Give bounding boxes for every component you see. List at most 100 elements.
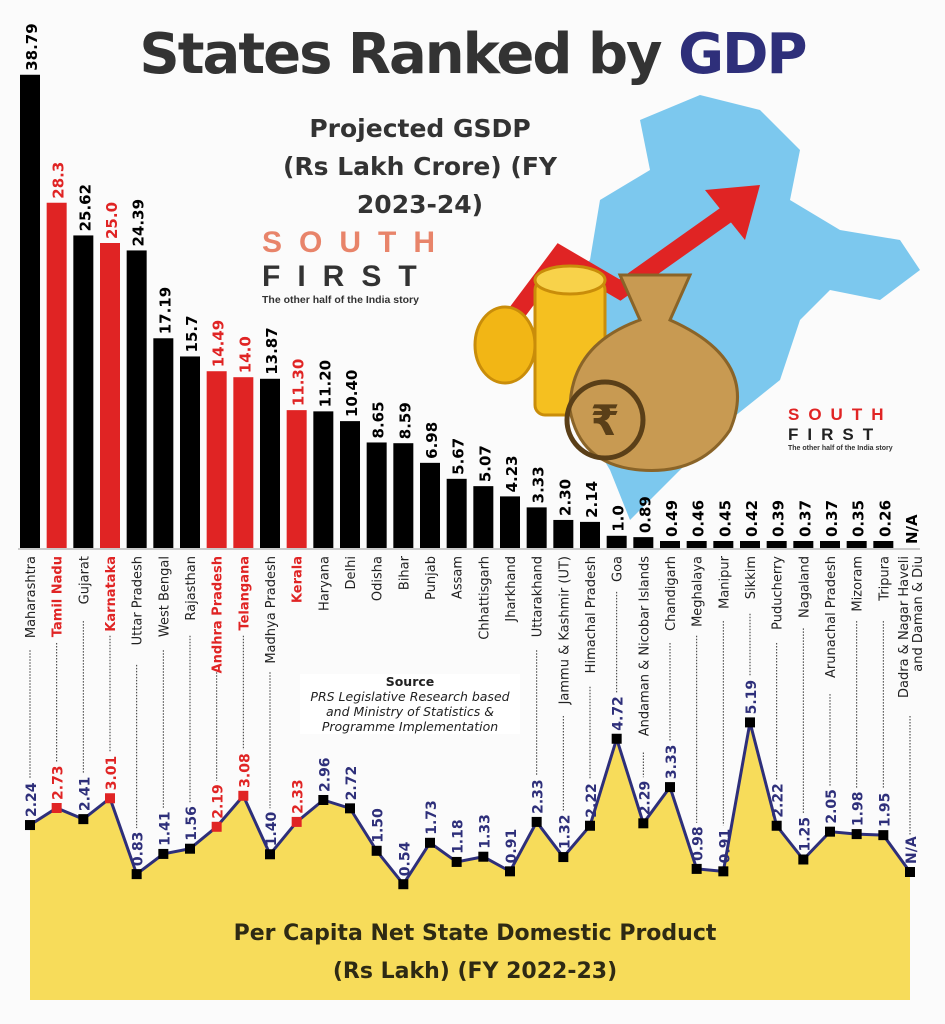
chart-subtitle: Projected GSDP (Rs Lakh Crore) (FY 2023-2… xyxy=(282,114,558,219)
per-capita-value-label: 1.40 xyxy=(264,811,280,846)
per-capita-marker xyxy=(158,848,169,859)
state-label: Punjab xyxy=(424,556,439,600)
state-label: Himachal Pradesh xyxy=(584,556,599,673)
gsdp-bar xyxy=(500,496,520,548)
money-bag-icon: ₹ xyxy=(564,273,739,472)
gsdp-bar xyxy=(286,410,307,548)
per-capita-marker xyxy=(691,863,702,874)
state-label: Tamil Nadu xyxy=(51,556,66,637)
per-capita-marker xyxy=(291,816,302,827)
gsdp-bar xyxy=(126,250,147,548)
gsdp-bar xyxy=(100,243,120,548)
per-capita-value-label: 2.22 xyxy=(771,783,787,818)
per-capita-marker xyxy=(398,879,409,890)
state-label: Karnataka xyxy=(104,556,119,632)
per-capita-value-label: 2.29 xyxy=(637,781,653,816)
per-capita-marker xyxy=(825,826,835,837)
gsdp-bar xyxy=(206,371,227,548)
state-label: Jharkhand xyxy=(504,556,519,623)
per-capita-marker xyxy=(611,733,622,744)
per-capita-value-label: 1.32 xyxy=(557,815,573,850)
per-capita-value-label: 4.72 xyxy=(611,696,627,731)
gsdp-bar xyxy=(446,478,467,548)
gsdp-bar xyxy=(713,541,734,548)
per-capita-value-label: 2.24 xyxy=(24,782,40,817)
per-capita-marker xyxy=(105,793,115,804)
gsdp-bar xyxy=(233,377,254,548)
gsdp-value-label: 14.49 xyxy=(210,320,228,367)
page-title: States Ranked by GDP xyxy=(139,22,807,87)
gsdp-value-label: 3.33 xyxy=(530,466,548,503)
gsdp-bar xyxy=(766,541,787,548)
state-label: Goa xyxy=(611,556,626,582)
per-capita-value-label: 3.08 xyxy=(237,753,253,788)
gsdp-bar xyxy=(820,541,840,548)
gsdp-value-label: 11.20 xyxy=(316,360,334,407)
gsdp-bar xyxy=(553,519,574,548)
per-capita-marker xyxy=(665,782,675,793)
per-capita-marker xyxy=(425,837,435,848)
per-capita-marker xyxy=(531,816,542,827)
per-capita-value-label: 2.22 xyxy=(584,783,600,818)
south-first-logo: SOUTH FIRST The other half of the India … xyxy=(262,226,452,306)
south-first-logo-small: SOUTH FIRST The other half of the India … xyxy=(788,405,893,452)
gsdp-value-label: 38.79 xyxy=(23,23,41,70)
state-label: Kerala xyxy=(291,556,306,603)
gsdp-value-label: 1.0 xyxy=(610,505,628,532)
gsdp-bar xyxy=(740,541,760,548)
gsdp-bar xyxy=(580,521,600,548)
per-capita-value-label: 2.72 xyxy=(344,766,360,801)
gsdp-bar xyxy=(526,507,547,548)
gsdp-bar xyxy=(846,541,867,548)
state-label: Dadra & Nagar Haveliand Daman & Diu xyxy=(897,556,926,698)
per-capita-marker xyxy=(78,814,89,825)
gsdp-value-label: 13.87 xyxy=(263,327,281,374)
state-label: Sikkim xyxy=(744,556,759,599)
gsdp-value-label: 0.89 xyxy=(636,496,654,533)
per-capita-value-label: 0.91 xyxy=(504,829,520,864)
state-label: Andhra Pradesh xyxy=(211,556,226,673)
per-capita-value-label: 1.98 xyxy=(851,792,867,827)
state-label: Assam xyxy=(451,556,466,599)
per-capita-marker xyxy=(131,869,142,880)
state-label: Uttar Pradesh xyxy=(131,556,146,645)
per-capita-value-label: 1.95 xyxy=(877,793,893,828)
gsdp-value-label: 25.0 xyxy=(103,202,121,239)
per-capita-value-label: 1.25 xyxy=(797,817,813,852)
gsdp-bar xyxy=(793,541,814,548)
gsdp-value-label: 10.40 xyxy=(343,370,361,417)
per-capita-line xyxy=(29,722,912,887)
gsdp-value-label: 4.23 xyxy=(503,455,521,492)
svg-text:₹: ₹ xyxy=(590,396,619,445)
state-label: Jammu & Kashmir (UT) xyxy=(557,556,572,705)
gsdp-value-label: 8.65 xyxy=(370,401,388,438)
state-label: Meghalaya xyxy=(691,556,706,627)
gsdp-value-label: N/A xyxy=(903,514,921,544)
state-label: Madhya Pradesh xyxy=(264,556,279,664)
gsdp-bar xyxy=(873,541,894,548)
gsdp-value-label: 0.45 xyxy=(716,500,734,537)
state-label: Nagaland xyxy=(797,556,812,618)
per-capita-value-label: 0.91 xyxy=(717,829,733,864)
per-capita-title: Per Capita Net State Domestic Product (Rs… xyxy=(233,921,717,984)
per-capita-value-label: N/A xyxy=(904,836,920,864)
per-capita-marker xyxy=(798,854,809,865)
state-label: Bihar xyxy=(397,555,412,590)
gsdp-value-label: 0.42 xyxy=(743,500,761,537)
gsdp-value-label: 2.14 xyxy=(583,481,601,518)
state-label: Delhi xyxy=(344,556,359,589)
per-capita-marker xyxy=(451,856,462,867)
gsdp-value-label: 0.46 xyxy=(690,500,708,537)
gsdp-bar xyxy=(260,378,280,548)
gsdp-bar xyxy=(73,235,94,548)
gsdp-value-label: 0.49 xyxy=(663,500,681,537)
gsdp-value-label: 11.30 xyxy=(290,359,308,406)
gsdp-value-label: 5.07 xyxy=(476,445,494,482)
gsdp-bar xyxy=(420,462,440,548)
gsdp-bar xyxy=(313,411,334,548)
per-capita-value-label: 2.05 xyxy=(824,789,840,824)
per-capita-marker xyxy=(51,802,62,813)
per-capita-area xyxy=(30,722,910,1000)
gsdp-bar xyxy=(46,202,67,549)
